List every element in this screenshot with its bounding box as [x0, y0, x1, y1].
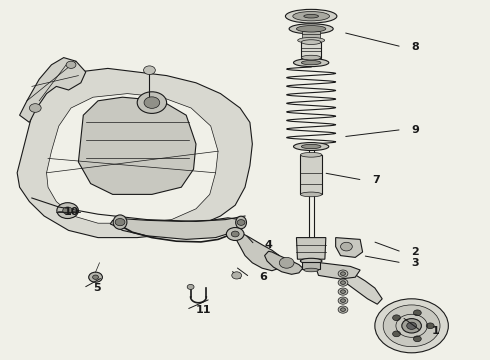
Ellipse shape: [301, 60, 321, 65]
Circle shape: [375, 299, 448, 353]
Polygon shape: [265, 251, 303, 274]
Text: 3: 3: [412, 258, 419, 268]
Circle shape: [66, 61, 76, 68]
Circle shape: [279, 257, 294, 268]
Circle shape: [414, 336, 421, 342]
Ellipse shape: [304, 14, 318, 18]
Polygon shape: [17, 68, 252, 238]
Circle shape: [231, 231, 239, 237]
Ellipse shape: [285, 9, 337, 23]
Circle shape: [383, 305, 440, 347]
Circle shape: [402, 319, 421, 333]
Ellipse shape: [300, 258, 322, 264]
Circle shape: [338, 288, 348, 295]
Circle shape: [226, 228, 244, 240]
Polygon shape: [336, 238, 363, 257]
Circle shape: [338, 306, 348, 313]
Ellipse shape: [301, 40, 321, 44]
Ellipse shape: [293, 12, 329, 21]
Bar: [302, 262, 320, 269]
Text: 6: 6: [260, 272, 268, 282]
Polygon shape: [341, 272, 382, 304]
Circle shape: [392, 315, 400, 321]
Polygon shape: [296, 238, 326, 259]
Circle shape: [89, 272, 102, 282]
Circle shape: [237, 220, 245, 225]
Circle shape: [392, 331, 400, 337]
Circle shape: [338, 297, 348, 304]
Ellipse shape: [301, 55, 321, 60]
Polygon shape: [316, 263, 360, 279]
Ellipse shape: [296, 26, 326, 32]
Ellipse shape: [301, 144, 321, 149]
Circle shape: [341, 272, 345, 275]
Text: 10: 10: [64, 207, 79, 217]
Circle shape: [93, 275, 98, 279]
Circle shape: [407, 322, 416, 329]
Ellipse shape: [300, 192, 322, 197]
Polygon shape: [20, 58, 86, 122]
Text: 1: 1: [431, 326, 439, 336]
Polygon shape: [110, 218, 243, 239]
Circle shape: [63, 207, 73, 214]
Circle shape: [341, 308, 345, 311]
Circle shape: [144, 97, 160, 108]
Ellipse shape: [294, 59, 329, 67]
Circle shape: [232, 272, 242, 279]
Circle shape: [338, 279, 348, 286]
Circle shape: [338, 270, 348, 277]
Circle shape: [115, 219, 125, 226]
Circle shape: [29, 104, 41, 112]
Circle shape: [57, 203, 78, 219]
Polygon shape: [47, 94, 218, 223]
Circle shape: [341, 299, 345, 302]
Circle shape: [187, 284, 194, 289]
Ellipse shape: [289, 24, 333, 34]
Circle shape: [144, 66, 155, 75]
Ellipse shape: [113, 215, 127, 229]
Polygon shape: [78, 97, 196, 194]
Ellipse shape: [236, 216, 246, 229]
Text: 5: 5: [93, 283, 101, 293]
Text: 11: 11: [196, 305, 212, 315]
Text: 8: 8: [412, 42, 419, 52]
Circle shape: [137, 92, 167, 113]
Bar: [301, 42, 321, 58]
Circle shape: [341, 281, 345, 284]
Text: 9: 9: [412, 125, 419, 135]
Polygon shape: [235, 232, 282, 271]
Text: 2: 2: [412, 247, 419, 257]
Circle shape: [341, 290, 345, 293]
Circle shape: [414, 310, 421, 316]
Bar: [302, 31, 320, 38]
Ellipse shape: [300, 153, 322, 157]
Text: 4: 4: [265, 240, 272, 250]
Ellipse shape: [304, 268, 318, 272]
Circle shape: [341, 242, 352, 251]
Circle shape: [426, 323, 434, 329]
Bar: [300, 155, 322, 194]
Text: 7: 7: [372, 175, 380, 185]
Ellipse shape: [297, 37, 325, 43]
Ellipse shape: [294, 143, 329, 150]
